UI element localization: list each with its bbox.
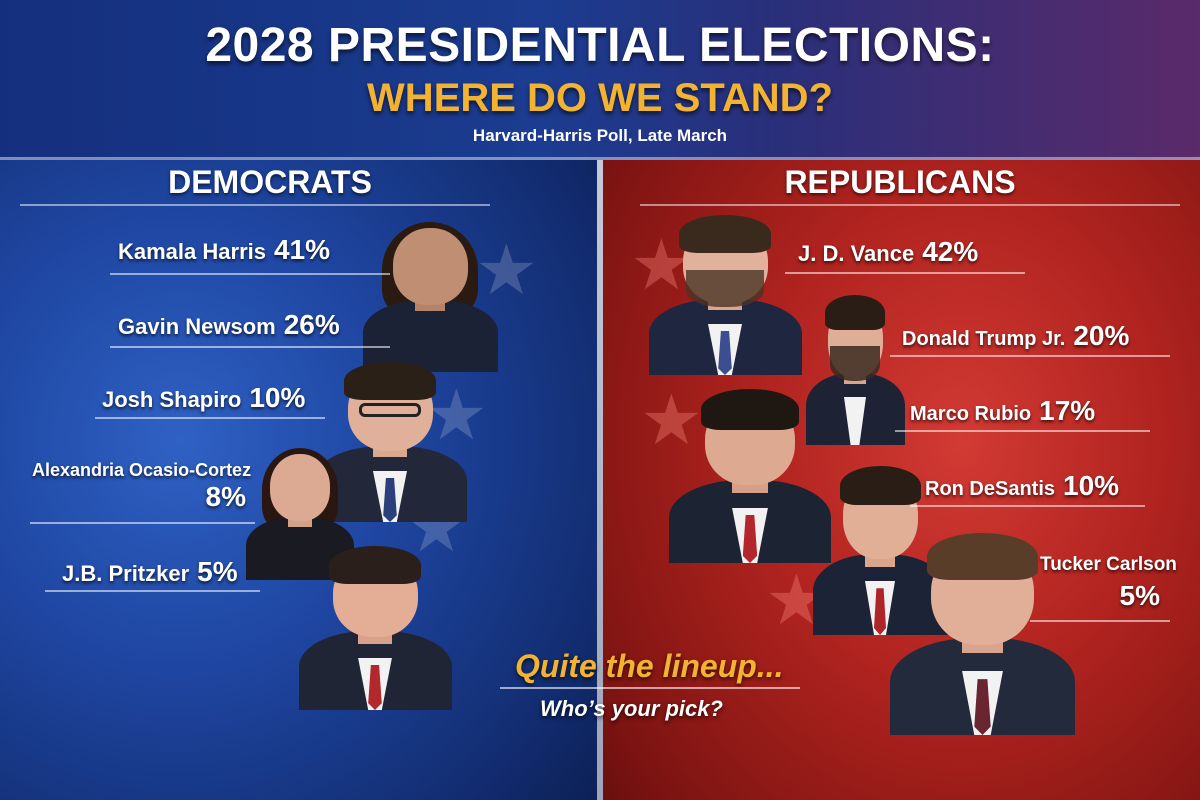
tagline-question: Who’s your pick? [540,696,723,721]
header-background [0,0,1200,160]
candidate-percent: 10% [1063,470,1120,501]
jb-pritzker-portrait [290,535,460,710]
candidate-jb-pritzker: J.B. Pritzker 5% [62,556,238,588]
candidate-percent: 26% [283,309,340,340]
candidate-ron-desantis: Ron DeSantis 10% [925,470,1119,502]
candidate-underline [890,355,1170,357]
candidate-underline [45,590,260,592]
poll-source: Harvard-Harris Poll, Late March [472,126,728,145]
candidate-donald-trump-jr: Donald Trump Jr. 20% [902,320,1129,352]
candidate-name: Kamala Harris [118,239,266,264]
candidate-underline [910,505,1145,507]
josh-shapiro-portrait [305,352,475,522]
candidate-josh-shapiro: Josh Shapiro 10% [102,382,305,414]
candidate-percent: 20% [1073,320,1130,351]
candidate-underline [785,272,1025,274]
header-divider [0,157,1200,160]
candidate-tucker-carlson: Tucker Carlson 5% [1040,554,1177,612]
panel-divider [597,160,603,800]
candidate-name: Josh Shapiro [102,387,242,412]
candidate-percent: 10% [249,382,306,413]
tucker-carlson-portrait [880,520,1085,735]
candidate-percent: 42% [922,236,979,267]
candidate-name: Gavin Newsom [118,314,276,339]
ron-desantis-portrait [805,455,955,635]
republicans-heading-rule [640,204,1180,206]
democrats-heading-rule [20,204,490,206]
candidate-marco-rubio: Marco Rubio 17% [910,395,1095,427]
candidate-percent: 41% [273,234,331,265]
candidate-alexandria-ocasio-cortez: Alexandria Ocasio-Cortez 8% [32,460,252,513]
candidate-underline [895,430,1150,432]
candidate-underline [30,522,255,524]
candidate-percent: 8% [205,481,246,512]
candidate-jd-vance: J. D. Vance 42% [798,236,978,268]
candidate-name: J. D. Vance [798,241,915,266]
candidate-name: Tucker Carlson [1040,554,1177,575]
candidate-name: Ron DeSantis [925,478,1056,500]
candidate-name: Alexandria Ocasio-Cortez [32,460,252,480]
candidate-underline [95,417,325,419]
page-title: 2028 PRESIDENTIAL ELECTIONS: [205,19,995,72]
tagline: Quite the lineup... [515,648,784,684]
republicans-heading: REPUBLICANS [784,164,1016,200]
star-icon: ★ [640,379,703,461]
candidate-name: J.B. Pritzker [62,561,190,586]
donald-trump-jr-portrait [800,285,910,445]
candidate-percent: 17% [1039,395,1096,426]
candidate-underline [110,346,390,348]
jd-vance-portrait [640,205,810,375]
star-icon: ★ [475,229,538,311]
candidate-name: Donald Trump Jr. [902,328,1066,350]
kamala-harris-portrait [355,212,505,372]
candidate-kamala-harris: Kamala Harris 41% [118,234,330,266]
page-subtitle: WHERE DO WE STAND? [367,76,833,120]
candidate-gavin-newsom: Gavin Newsom 26% [118,309,340,341]
candidate-percent: 5% [1119,580,1160,611]
candidate-name: Marco Rubio [910,403,1032,425]
marco-rubio-portrait [660,378,840,563]
tagline-rule [500,687,800,689]
democrats-heading: DEMOCRATS [168,164,372,200]
candidate-percent: 5% [197,556,238,587]
candidate-underline [1030,620,1170,622]
candidate-underline [110,273,390,275]
